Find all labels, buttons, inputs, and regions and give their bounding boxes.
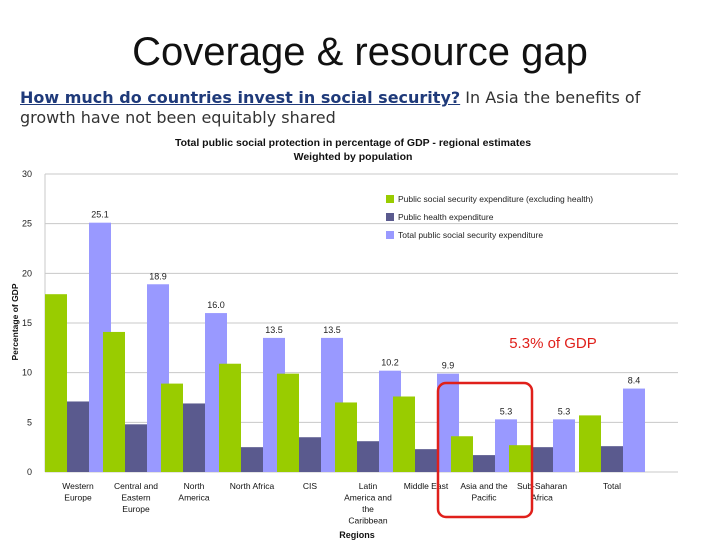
- data-label: 8.4: [628, 376, 641, 386]
- bar-social-security: [161, 383, 183, 472]
- bar-health: [473, 455, 495, 472]
- slide-subtitle: How much do countries invest in social s…: [20, 88, 700, 128]
- chart-title: Total public social protection in percen…: [175, 137, 531, 149]
- legend-swatch: [386, 231, 394, 239]
- x-tick-label: Total: [603, 481, 621, 491]
- bar-health: [183, 403, 205, 472]
- x-tick-label: Europe: [64, 493, 92, 503]
- bar-social-security: [335, 402, 357, 472]
- bar-health: [67, 401, 89, 472]
- data-label: 13.5: [265, 325, 283, 335]
- data-label: 13.5: [323, 325, 341, 335]
- bar-health: [531, 447, 553, 472]
- bar-social-security: [45, 294, 67, 472]
- bar-total: [623, 388, 645, 472]
- bar-health: [125, 424, 147, 472]
- subtitle-question: How much do countries invest in social s…: [20, 88, 461, 107]
- x-tick-label: Caribbean: [348, 516, 387, 526]
- x-tick-label: Western: [62, 481, 94, 491]
- y-tick-label: 20: [22, 268, 32, 278]
- x-axis-label: Regions: [339, 530, 375, 540]
- data-label: 9.9: [442, 361, 455, 371]
- x-tick-label: Asia and the: [460, 481, 508, 491]
- x-tick-label: CIS: [303, 481, 318, 491]
- legend-swatch: [386, 213, 394, 221]
- bar-social-security: [103, 331, 125, 472]
- bar-health: [415, 449, 437, 472]
- x-tick-label: Eastern: [121, 493, 151, 503]
- x-tick-label: America: [178, 493, 209, 503]
- data-label: 5.3: [558, 406, 571, 416]
- subtitle-text: In Asia the benefits of growth have not …: [20, 88, 641, 127]
- y-tick-label: 25: [22, 219, 32, 229]
- x-tick-label: Central and: [114, 481, 158, 491]
- x-tick-label: Sub-Saharan: [517, 481, 567, 491]
- bar-health: [299, 437, 321, 472]
- data-label: 5.3: [500, 406, 513, 416]
- bar-social-security: [451, 436, 473, 472]
- x-tick-label: the: [362, 504, 374, 514]
- x-tick-label: Europe: [122, 504, 150, 514]
- bar-health: [241, 447, 263, 472]
- bar-health: [601, 446, 623, 472]
- bar-social-security: [277, 373, 299, 472]
- bar-total: [553, 419, 575, 472]
- legend-swatch: [386, 195, 394, 203]
- callout-label: 5.3% of GDP: [509, 335, 597, 352]
- y-tick-label: 15: [22, 318, 32, 328]
- y-tick-label: 5: [27, 417, 32, 427]
- legend-label: Public health expenditure: [398, 212, 494, 222]
- bar-health: [357, 441, 379, 472]
- slide-title: Coverage & resource gap: [132, 30, 588, 74]
- y-axis-label: Percentage of GDP: [10, 283, 20, 360]
- bar-social-security: [579, 415, 601, 472]
- x-tick-label: Pacific: [471, 493, 497, 503]
- x-tick-label: Middle East: [404, 481, 449, 491]
- x-tick-label: Africa: [531, 493, 553, 503]
- x-tick-label: North Africa: [230, 481, 275, 491]
- bar-social-security: [219, 363, 241, 472]
- data-label: 10.2: [381, 358, 399, 368]
- chart-subtitle: Weighted by population: [294, 151, 413, 163]
- data-label: 25.1: [91, 210, 109, 220]
- bar-chart: Total public social protection in percen…: [10, 137, 678, 540]
- data-label: 18.9: [149, 271, 167, 281]
- x-tick-label: Latin: [359, 481, 378, 491]
- y-tick-label: 10: [22, 368, 32, 378]
- data-label: 16.0: [207, 300, 225, 310]
- bar-social-security: [393, 396, 415, 472]
- legend-label: Public social security expenditure (excl…: [398, 194, 593, 204]
- x-tick-label: America and: [344, 493, 392, 503]
- legend-label: Total public social security expenditure: [398, 230, 543, 240]
- x-tick-label: North: [184, 481, 205, 491]
- highlight-box: [436, 381, 534, 519]
- y-tick-label: 0: [27, 467, 32, 477]
- bar-social-security: [509, 445, 531, 472]
- y-tick-label: 30: [22, 169, 32, 179]
